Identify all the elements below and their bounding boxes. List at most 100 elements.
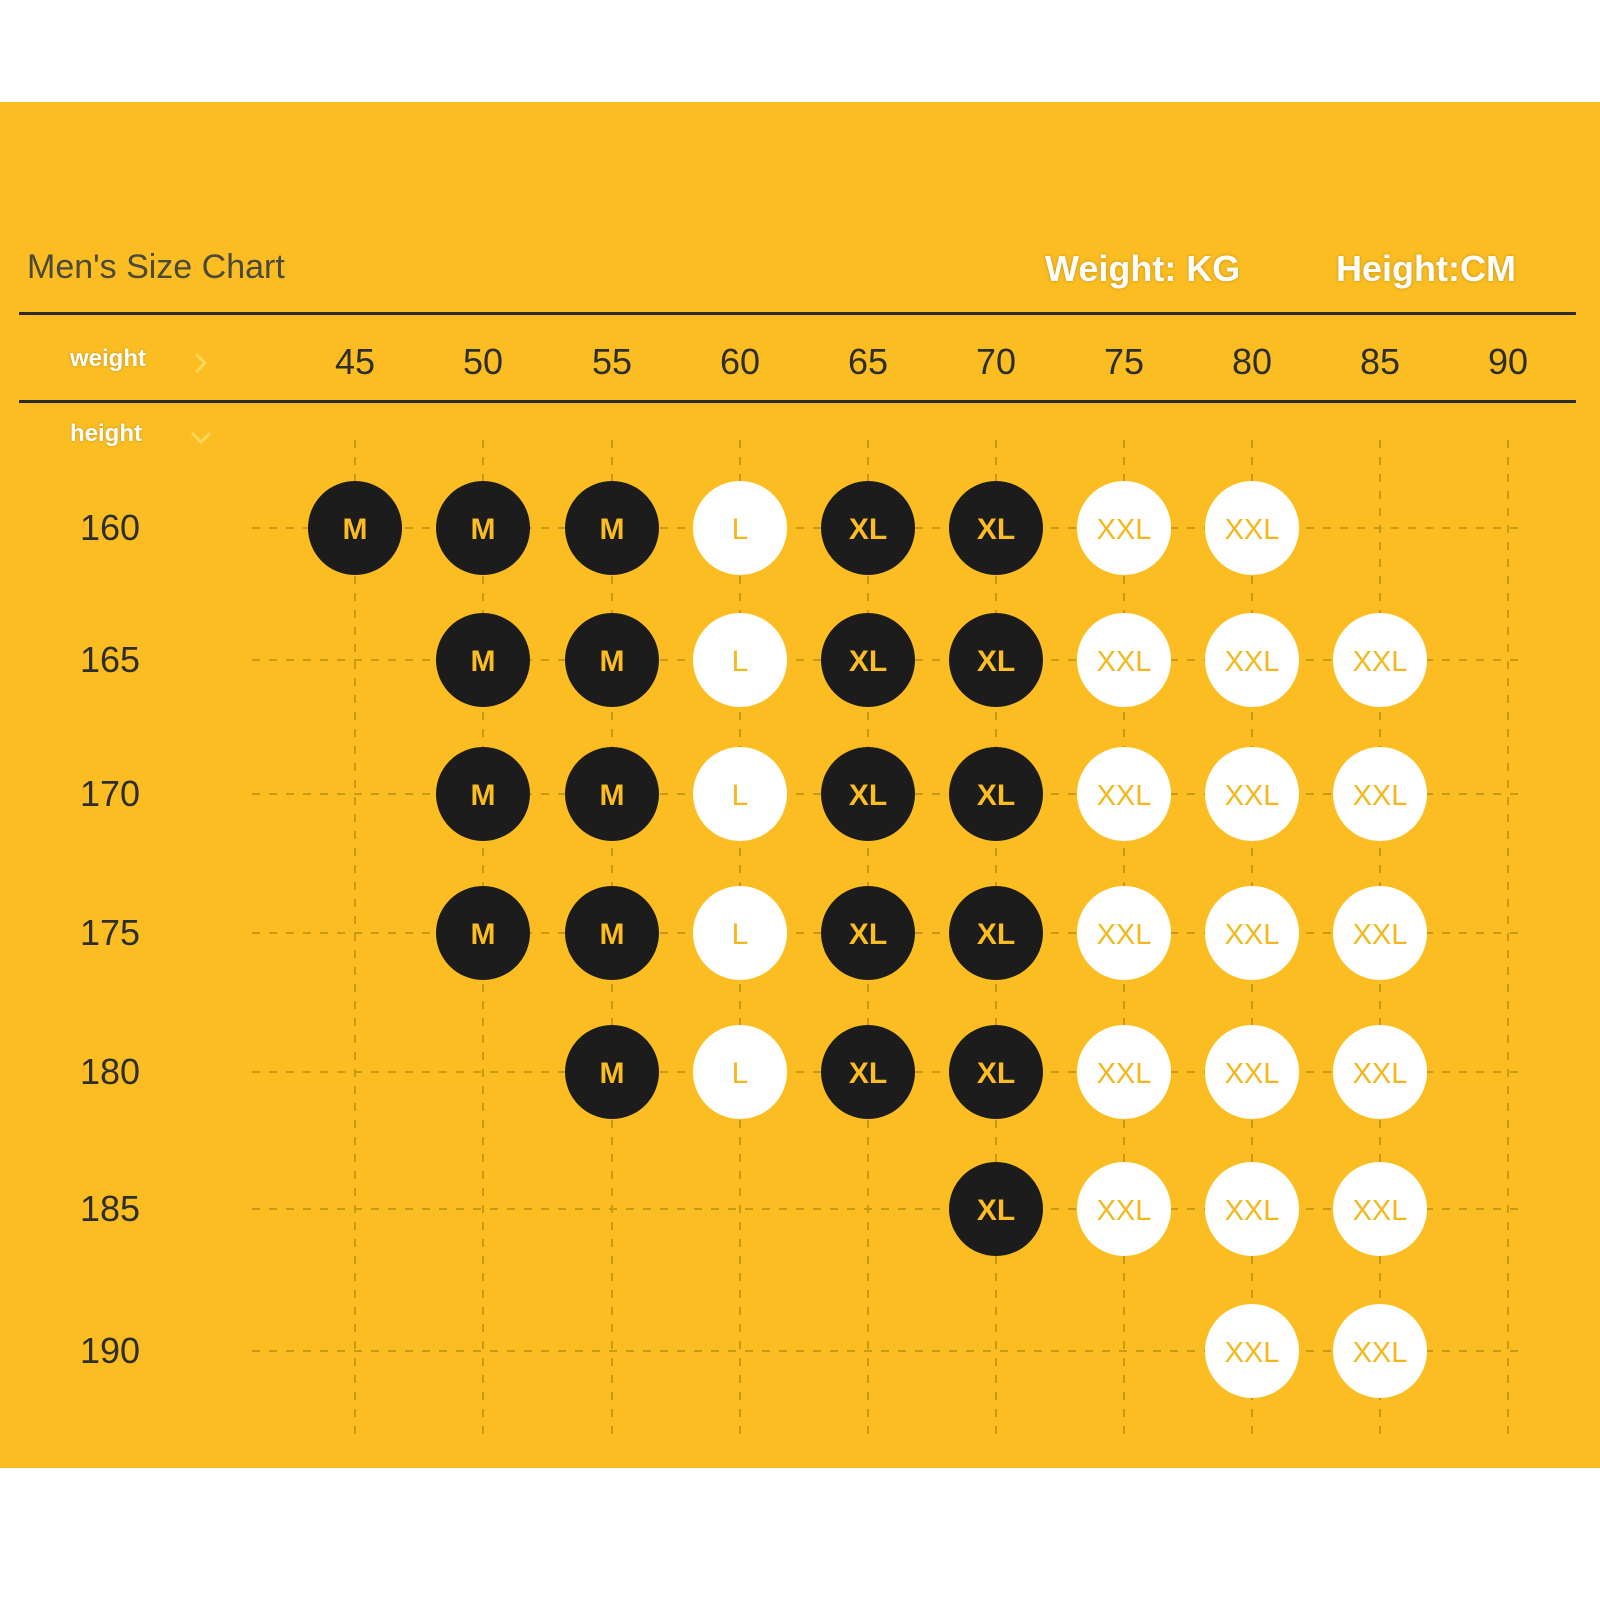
size-circle-185-75	[1077, 1162, 1171, 1256]
weight-tick-50: 50	[463, 341, 503, 382]
size-label-180-60: L	[732, 1057, 749, 1090]
size-circle-180-60	[693, 1025, 787, 1119]
size-label-175-80: XXL	[1225, 919, 1280, 951]
size-circle-185-85	[1333, 1162, 1427, 1256]
chevron-down-icon	[190, 431, 212, 445]
size-label-190-80: XXL	[1225, 1337, 1280, 1369]
size-circle-190-85	[1333, 1304, 1427, 1398]
size-label-170-60: L	[732, 779, 749, 812]
header-rule-bottom	[19, 400, 1576, 403]
size-label-180-75: XXL	[1097, 1058, 1152, 1090]
size-circle-170-55	[565, 747, 659, 841]
size-label-175-75: XXL	[1097, 919, 1152, 951]
chart-panel	[0, 102, 1600, 1468]
size-circle-165-70	[949, 613, 1043, 707]
size-circle-160-55	[565, 481, 659, 575]
size-circle-175-75	[1077, 886, 1171, 980]
size-label-190-85: XXL	[1353, 1337, 1408, 1369]
size-label-165-50: M	[471, 645, 496, 678]
weight-tick-70: 70	[976, 341, 1016, 382]
size-label-185-85: XXL	[1353, 1195, 1408, 1227]
size-label-175-70: XL	[977, 918, 1015, 951]
size-label-165-65: XL	[849, 645, 887, 678]
size-circle-175-65	[821, 886, 915, 980]
chevron-right-icon	[194, 352, 208, 374]
size-label-180-80: XXL	[1225, 1058, 1280, 1090]
size-circle-160-50	[436, 481, 530, 575]
weight-tick-60: 60	[720, 341, 760, 382]
size-label-175-50: M	[471, 918, 496, 951]
size-circle-160-60	[693, 481, 787, 575]
size-label-160-55: M	[600, 513, 625, 546]
size-label-160-45: M	[343, 513, 368, 546]
size-circle-180-70	[949, 1025, 1043, 1119]
size-label-180-85: XXL	[1353, 1058, 1408, 1090]
size-label-185-75: XXL	[1097, 1195, 1152, 1227]
size-label-180-70: XL	[977, 1057, 1015, 1090]
height-tick-185: 185	[80, 1188, 140, 1229]
size-label-175-85: XXL	[1353, 919, 1408, 951]
size-circle-175-80	[1205, 886, 1299, 980]
size-circle-170-50	[436, 747, 530, 841]
size-label-165-75: XXL	[1097, 646, 1152, 678]
size-circle-180-80	[1205, 1025, 1299, 1119]
size-label-165-70: XL	[977, 645, 1015, 678]
size-label-170-70: XL	[977, 779, 1015, 812]
size-label-170-80: XXL	[1225, 780, 1280, 812]
size-circle-165-65	[821, 613, 915, 707]
size-label-175-60: L	[732, 918, 749, 951]
height-tick-170: 170	[80, 773, 140, 814]
size-circle-165-50	[436, 613, 530, 707]
height-tick-160: 160	[80, 507, 140, 548]
size-circle-190-80	[1205, 1304, 1299, 1398]
size-label-180-65: XL	[849, 1057, 887, 1090]
weight-tick-65: 65	[848, 341, 888, 382]
size-label-165-85: XXL	[1353, 646, 1408, 678]
size-circle-165-75	[1077, 613, 1171, 707]
size-label-170-75: XXL	[1097, 780, 1152, 812]
size-label-160-80: XXL	[1225, 514, 1280, 546]
size-circle-160-70	[949, 481, 1043, 575]
size-circle-160-80	[1205, 481, 1299, 575]
height-tick-180: 180	[80, 1051, 140, 1092]
size-label-160-50: M	[471, 513, 496, 546]
weight-tick-90: 90	[1488, 341, 1528, 382]
size-label-170-55: M	[600, 779, 625, 812]
size-label-165-60: L	[732, 645, 749, 678]
size-label-180-55: M	[600, 1057, 625, 1090]
height-tick-165: 165	[80, 639, 140, 680]
size-label-160-60: L	[732, 513, 749, 546]
size-circle-165-55	[565, 613, 659, 707]
size-label-170-50: M	[471, 779, 496, 812]
size-circle-180-85	[1333, 1025, 1427, 1119]
size-circle-175-70	[949, 886, 1043, 980]
size-label-160-70: XL	[977, 513, 1015, 546]
size-circle-175-85	[1333, 886, 1427, 980]
size-label-165-80: XXL	[1225, 646, 1280, 678]
height-tick-175: 175	[80, 912, 140, 953]
size-circle-165-85	[1333, 613, 1427, 707]
size-circle-170-65	[821, 747, 915, 841]
size-label-185-80: XXL	[1225, 1195, 1280, 1227]
weight-tick-85: 85	[1360, 341, 1400, 382]
size-label-175-55: M	[600, 918, 625, 951]
size-label-175-65: XL	[849, 918, 887, 951]
size-label-170-65: XL	[849, 779, 887, 812]
size-circle-175-55	[565, 886, 659, 980]
size-circle-185-70	[949, 1162, 1043, 1256]
size-circle-170-75	[1077, 747, 1171, 841]
size-circle-165-80	[1205, 613, 1299, 707]
size-circle-160-75	[1077, 481, 1171, 575]
size-circle-170-80	[1205, 747, 1299, 841]
size-label-185-70: XL	[977, 1194, 1015, 1227]
size-circle-160-65	[821, 481, 915, 575]
size-circle-180-75	[1077, 1025, 1171, 1119]
height-tick-190: 190	[80, 1330, 140, 1371]
height-unit-label: Height:CM	[1336, 248, 1516, 289]
weight-tick-80: 80	[1232, 341, 1272, 382]
size-label-170-85: XXL	[1353, 780, 1408, 812]
size-circle-175-50	[436, 886, 530, 980]
size-circle-170-60	[693, 747, 787, 841]
size-label-160-65: XL	[849, 513, 887, 546]
